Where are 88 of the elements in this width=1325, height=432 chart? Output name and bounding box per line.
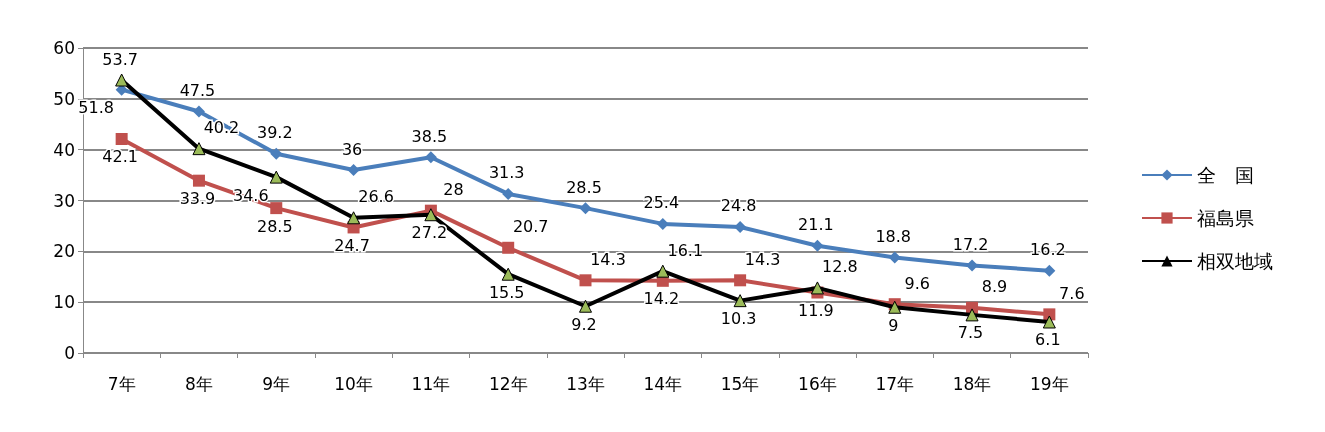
point <box>579 202 592 215</box>
data-label: 53.7 <box>102 49 138 69</box>
point <box>1042 315 1056 329</box>
data-label: 16.1 <box>667 240 704 260</box>
data-label: 51.8 <box>78 98 114 118</box>
y-tick-label: 0 <box>64 343 75 363</box>
y-tick-label: 50 <box>53 88 75 109</box>
x-tick-label: 14年 <box>643 373 683 394</box>
point <box>192 174 205 187</box>
data-label: 18.8 <box>875 226 912 246</box>
x-tick-label: 15年 <box>720 373 760 394</box>
y-tick-label: 10 <box>53 292 75 313</box>
data-label: 14.3 <box>744 249 781 269</box>
y-tick-label: 20 <box>53 241 75 262</box>
x-tick-label: 18年 <box>952 373 992 394</box>
point <box>115 73 129 87</box>
data-label: 27.2 <box>411 223 448 243</box>
y-tick-label: 30 <box>53 190 75 211</box>
data-label: 7.5 <box>957 323 984 343</box>
data-label: 28.5 <box>566 177 602 197</box>
point <box>1043 264 1056 277</box>
data-label: 9.6 <box>904 273 930 293</box>
y-tick-label: 40 <box>53 139 75 160</box>
x-tick-label: 19年 <box>1030 373 1069 394</box>
data-label: 25.4 <box>643 193 680 213</box>
data-label: 12.8 <box>822 257 858 277</box>
point <box>734 274 747 287</box>
data-label: 24.7 <box>334 235 370 255</box>
data-label: 26.6 <box>358 187 394 207</box>
data-label: 24.8 <box>720 196 757 216</box>
point <box>192 142 206 156</box>
point <box>424 208 438 222</box>
x-tick-label: 7年 <box>107 373 136 394</box>
data-label: 16.2 <box>1030 240 1066 260</box>
point <box>733 294 747 308</box>
point <box>270 147 283 160</box>
point <box>811 239 824 252</box>
x-tick-label: 8年 <box>185 373 213 394</box>
point <box>192 105 205 118</box>
legend-label: 相双地域 <box>1197 250 1273 272</box>
point <box>424 151 437 164</box>
data-label: 21.1 <box>798 215 834 235</box>
data-label: 47.5 <box>179 81 216 101</box>
x-tick-label: 13年 <box>566 373 605 394</box>
legend-label: 全 国 <box>1197 164 1254 186</box>
data-label: 20.7 <box>512 217 549 237</box>
data-label: 42.1 <box>102 147 138 167</box>
x-tick-label: 9年 <box>262 373 291 394</box>
data-label: 6.1 <box>1035 330 1061 350</box>
data-label: 10.3 <box>720 309 757 329</box>
data-label: 9 <box>888 315 899 335</box>
x-tick-label: 17年 <box>875 373 915 394</box>
point <box>810 281 824 295</box>
x-tick-label: 16年 <box>798 373 837 394</box>
data-label: 14.3 <box>590 249 626 269</box>
data-label: 38.5 <box>411 126 448 146</box>
data-label: 8.9 <box>981 277 1008 297</box>
data-label: 9.2 <box>571 314 597 334</box>
data-label: 31.3 <box>488 163 525 183</box>
data-label: 36 <box>341 139 363 159</box>
point <box>734 220 747 233</box>
point <box>347 164 360 176</box>
data-label: 39.2 <box>256 123 293 143</box>
data-label: 28 <box>443 180 464 200</box>
data-label: 33.9 <box>179 189 216 209</box>
point <box>347 211 361 225</box>
point <box>501 267 515 281</box>
point <box>965 308 979 322</box>
point <box>579 299 592 313</box>
point <box>888 251 901 264</box>
legend-label: 福島県 <box>1197 207 1254 229</box>
x-tick-label: 10年 <box>334 373 373 394</box>
data-label: 15.5 <box>488 282 525 302</box>
data-label: 11.9 <box>798 301 834 321</box>
x-tick-label: 12年 <box>488 373 528 394</box>
point <box>502 241 515 254</box>
data-label: 17.2 <box>952 235 989 255</box>
data-label: 14.2 <box>643 289 680 309</box>
x-tick-label: 11年 <box>411 373 451 394</box>
data-label: 7.6 <box>1059 283 1085 303</box>
point <box>270 202 283 215</box>
point <box>656 264 670 278</box>
data-label: 28.5 <box>256 216 293 236</box>
point <box>579 274 592 287</box>
y-tick-label: 60 <box>53 38 75 58</box>
point <box>656 217 669 230</box>
point <box>269 170 283 184</box>
point <box>115 132 128 145</box>
